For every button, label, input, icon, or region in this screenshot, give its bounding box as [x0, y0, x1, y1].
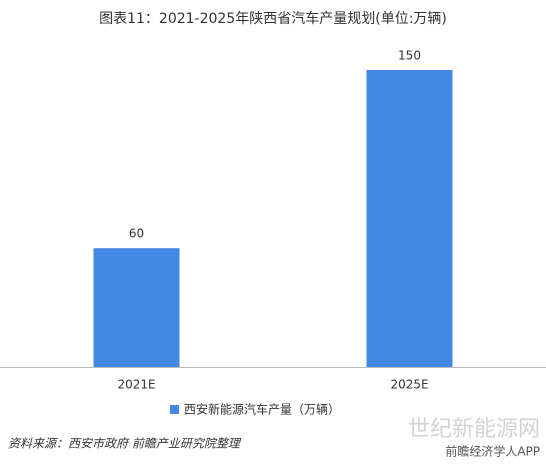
bar — [93, 248, 180, 367]
legend-label: 西安新能源汽车产量（万辆） — [184, 402, 340, 417]
x-tick-label: 2021E — [117, 378, 155, 392]
footer-logo: 前瞻经济学人APP — [445, 444, 540, 459]
data-label: 60 — [129, 227, 144, 241]
data-label: 150 — [398, 49, 421, 63]
legend-swatch — [170, 405, 179, 414]
source: 资料来源：西安市政府 前瞻产业研究院整理 — [8, 437, 242, 451]
bar — [366, 70, 453, 367]
x-tick-label: 2025E — [390, 378, 428, 392]
chart-title: 图表11：2021-2025年陕西省汽车产量规划(单位:万辆) — [99, 10, 447, 27]
watermark: 世纪新能源网 — [408, 417, 540, 442]
